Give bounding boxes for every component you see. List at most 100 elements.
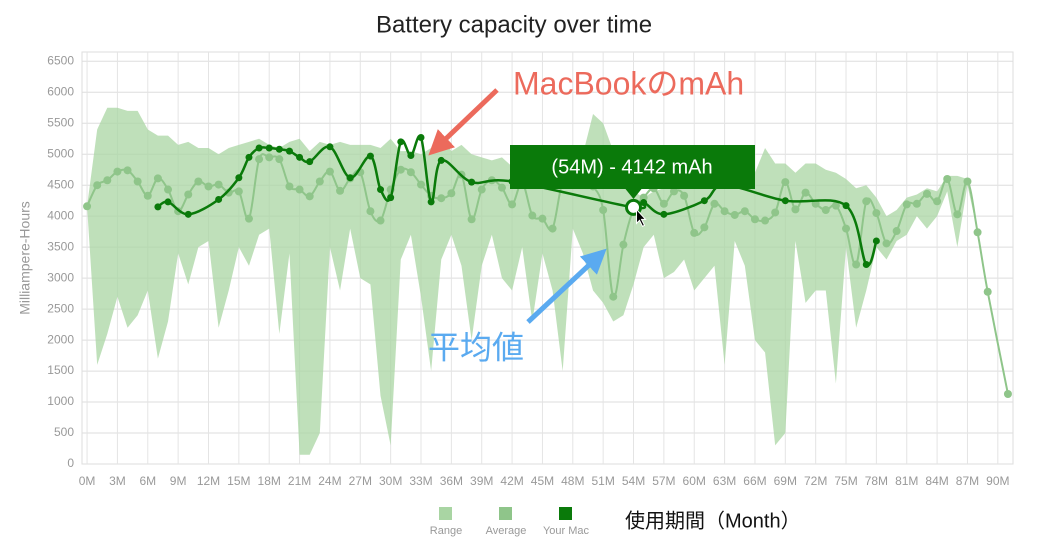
data-point [700,223,709,232]
legend-swatch [499,507,512,520]
data-point [882,239,891,248]
tooltip-box [510,145,755,199]
x-tick-label: 60M [683,474,706,488]
legend-label: Average [486,525,527,537]
data-point [325,167,334,176]
data-point [204,182,213,191]
data-point [396,165,405,174]
data-point [933,197,942,206]
x-axis-label: 使用期間（Month） [625,509,801,532]
chart-title: Battery capacity over time [376,11,652,38]
x-tick-label: 84M [925,474,948,488]
y-tick-label: 5500 [47,115,74,129]
data-point [184,190,193,199]
data-point [852,260,861,269]
x-tick-label: 3M [109,474,126,488]
data-point [538,214,547,223]
data-point [821,205,830,214]
data-point [143,191,152,200]
data-point [93,181,102,190]
x-tick-label: 12M [197,474,220,488]
data-point [275,145,283,153]
data-point [407,151,415,159]
data-point [406,168,415,177]
data-point [771,208,780,217]
x-tick-label: 33M [409,474,432,488]
annotation: 平均値 [428,329,524,365]
data-point [244,214,253,223]
data-point [336,186,345,195]
data-point [781,178,790,187]
data-point [639,193,648,202]
y-tick-label: 6000 [47,84,74,98]
x-tick-label: 0M [79,474,96,488]
data-point [1003,389,1012,398]
data-point [366,152,374,160]
data-point [943,175,952,184]
data-point [659,199,668,208]
y-tick-label: 1000 [47,394,74,408]
x-tick-label: 27M [349,474,372,488]
data-point [761,216,770,225]
x-tick-label: 75M [834,474,857,488]
data-point [275,155,284,164]
y-tick-label: 6500 [47,53,74,67]
data-point [437,156,445,164]
data-point [690,228,699,237]
x-tick-label: 39M [470,474,493,488]
data-point [720,207,729,216]
data-point [680,191,689,200]
data-point [983,287,992,296]
data-point [447,189,456,198]
data-point [750,215,759,224]
data-point [245,153,253,161]
x-tick-label: 81M [895,474,918,488]
y-tick-label: 500 [54,425,74,439]
y-tick-label: 0 [67,456,74,470]
x-tick-label: 42M [500,474,523,488]
data-point [153,174,162,183]
data-point [235,174,243,182]
data-point [669,187,678,196]
data-point [113,167,122,176]
data-point [366,207,375,216]
data-point [164,198,172,206]
legend-label: Range [430,525,462,537]
data-point [609,292,618,301]
x-tick-label: 21M [288,474,311,488]
x-tick-label: 63M [713,474,736,488]
data-point [295,185,304,194]
x-tick-label: 24M [318,474,341,488]
data-point [346,174,354,182]
data-point [497,183,506,192]
data-point [103,176,112,185]
data-point [740,207,749,216]
data-point [184,210,192,218]
data-point [953,210,962,219]
x-tick-label: 6M [139,474,156,488]
x-tick-label: 54M [622,474,645,488]
x-tick-label: 87M [956,474,979,488]
data-point [214,180,223,189]
x-tick-label: 72M [804,474,827,488]
data-point [467,215,476,224]
x-tick-label: 15M [227,474,250,488]
data-point [477,185,486,194]
x-tick-label: 30M [379,474,402,488]
data-point [862,197,871,206]
tooltip-text: (54M) - 4142 mAh [551,156,712,178]
data-point [377,186,385,194]
data-point [255,155,264,164]
data-point [660,210,668,218]
y-tick-label: 2000 [47,332,74,346]
data-point [548,224,557,233]
x-tick-label: 57M [652,474,675,488]
x-tick-label: 45M [531,474,554,488]
data-point [892,227,901,236]
data-point [194,177,203,186]
y-tick-label: 1500 [47,363,74,377]
x-tick-label: 18M [258,474,281,488]
data-point [417,180,426,189]
x-tick-label: 69M [774,474,797,488]
data-point [265,144,273,152]
